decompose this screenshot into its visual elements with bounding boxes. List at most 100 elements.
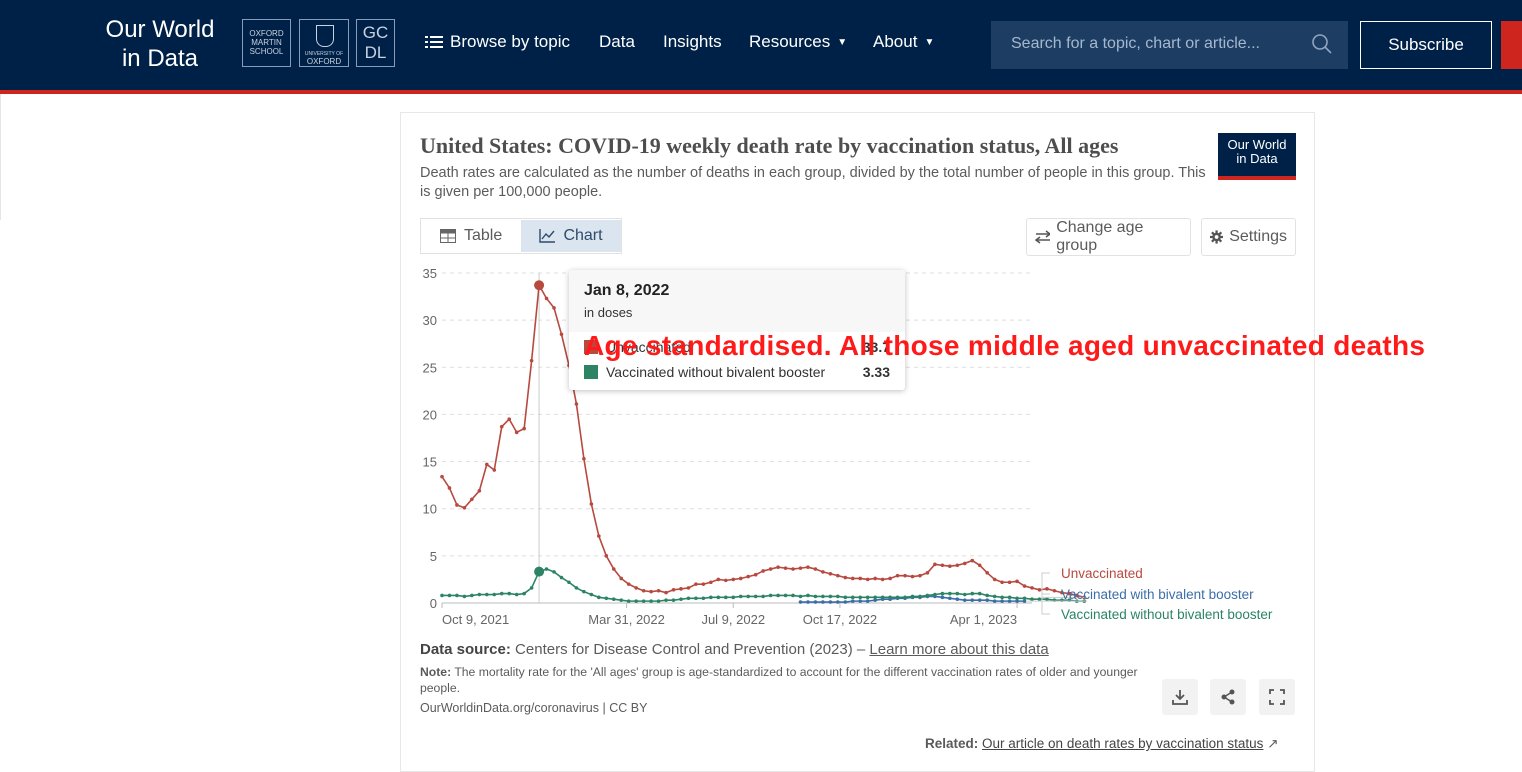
share-button[interactable] <box>1210 679 1246 715</box>
data-point <box>843 575 848 580</box>
data-point <box>440 593 444 598</box>
line-chart[interactable]: 0 5 10 15 20 25 30 35 Oct 9, 2021 Mar 31, 2022 Jul… <box>410 262 1305 634</box>
data-point <box>865 577 870 582</box>
data-point <box>903 595 907 600</box>
data-point <box>858 599 863 603</box>
owid-badge-logo[interactable]: Our World in Data <box>1218 133 1296 180</box>
data-point <box>731 577 736 582</box>
site-logo[interactable]: Our World in Data <box>100 15 220 73</box>
data-point <box>977 563 982 568</box>
data-point <box>716 595 721 600</box>
learn-more-link[interactable]: Learn more about this data <box>869 641 1049 658</box>
oms-line3: SCHOOL <box>249 47 284 56</box>
data-point <box>940 595 945 600</box>
oms-line2: MARTIN <box>251 38 282 47</box>
data-point <box>977 598 982 602</box>
legend-connector <box>1041 572 1088 598</box>
data-point <box>619 598 624 602</box>
data-point <box>1067 591 1072 596</box>
badge-line1: Our World <box>1227 137 1287 152</box>
data-point <box>447 593 452 598</box>
settings-button[interactable]: Settings <box>1201 218 1296 256</box>
data-point <box>597 595 601 600</box>
data-point <box>499 591 504 596</box>
data-point <box>552 570 556 574</box>
data-point <box>850 595 855 600</box>
data-point <box>1007 599 1012 603</box>
nav-insights[interactable]: Insights <box>663 32 722 52</box>
data-point <box>828 600 833 604</box>
search-icon[interactable] <box>1312 34 1332 54</box>
donate-button[interactable] <box>1501 21 1522 69</box>
view-tabs: Table Chart <box>420 218 622 254</box>
data-point <box>1030 597 1034 602</box>
data-point <box>798 566 803 570</box>
data-point <box>768 593 773 598</box>
data-point <box>910 574 915 579</box>
data-point <box>798 594 803 599</box>
data-point <box>791 567 795 571</box>
data-point <box>611 597 616 602</box>
university-of-oxford-logo[interactable]: UNIVERSITY OF OXFORD <box>299 19 349 67</box>
data-point <box>791 593 795 598</box>
download-icon <box>1172 690 1188 705</box>
data-point <box>776 565 780 569</box>
data-point <box>992 594 997 599</box>
data-point <box>843 595 848 600</box>
data-point <box>925 593 930 598</box>
y-tick-label: 5 <box>430 549 437 564</box>
data-point <box>858 576 863 581</box>
data-point <box>589 592 594 597</box>
tooltip-swatch-vaccinated <box>584 365 598 379</box>
nav-browse-by-topic[interactable]: Browse by topic <box>425 32 570 52</box>
nav-data[interactable]: Data <box>599 32 635 52</box>
data-point <box>940 563 945 568</box>
data-point <box>514 430 519 435</box>
data-point <box>783 566 788 570</box>
subscribe-button[interactable]: Subscribe <box>1360 21 1492 69</box>
download-button[interactable] <box>1162 679 1198 715</box>
data-point <box>776 593 780 598</box>
nav-about[interactable]: About ▼ <box>873 32 934 52</box>
tab-table[interactable]: Table <box>440 220 502 252</box>
data-point <box>948 564 952 569</box>
data-point <box>992 599 997 603</box>
data-point <box>522 426 526 431</box>
data-point <box>977 591 982 596</box>
gcdl-logo[interactable]: GC DL <box>356 19 395 67</box>
data-point <box>716 577 721 582</box>
data-point <box>1045 597 1049 602</box>
fullscreen-button[interactable] <box>1259 679 1295 715</box>
change-age-group-label: Change age group <box>1056 219 1144 254</box>
data-point <box>753 572 758 577</box>
change-age-group-button[interactable]: Change age group <box>1026 218 1191 256</box>
source-label: Data source: <box>420 641 511 658</box>
tab-chart[interactable]: Chart <box>521 220 621 252</box>
note-label: Note: <box>420 665 452 679</box>
related-article-link[interactable]: Our article on death rates by vaccinatio… <box>982 736 1264 751</box>
data-point <box>1075 593 1079 598</box>
chart-subtitle: Death rates are calculated as the number… <box>420 165 1206 200</box>
nav-resources-label: Resources <box>749 32 831 51</box>
nav-browse-label: Browse by topic <box>450 32 570 51</box>
data-point <box>1060 590 1064 595</box>
data-point <box>552 306 556 310</box>
related-label: Related: <box>925 736 979 751</box>
data-point <box>664 590 668 595</box>
data-point <box>574 402 579 406</box>
y-tick-label: 35 <box>423 266 437 281</box>
nav-about-label: About <box>873 32 918 51</box>
search-input[interactable]: Search for a topic, chart or article... <box>991 21 1348 69</box>
series-end-label: Unvaccinated <box>1061 566 1143 581</box>
data-point <box>1000 580 1004 585</box>
chart-tooltip: Jan 8, 2022 in doses Unvaccinated 33.7 V… <box>569 270 905 390</box>
data-point <box>582 589 586 594</box>
data-point <box>806 593 810 598</box>
data-point <box>694 596 698 601</box>
nav-resources[interactable]: Resources ▼ <box>749 32 847 52</box>
data-point <box>821 570 825 574</box>
data-point <box>1030 586 1034 590</box>
data-point <box>783 593 788 598</box>
oxford-martin-school-logo[interactable]: OXFORD MARTIN SCHOOL <box>242 19 291 67</box>
oms-line1: OXFORD <box>249 29 284 38</box>
